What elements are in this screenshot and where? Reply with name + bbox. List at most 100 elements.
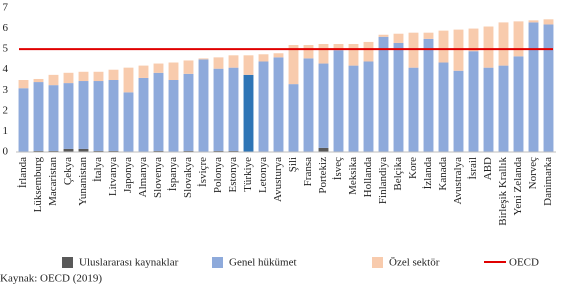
x-tick-label: Meksika: [347, 157, 359, 195]
bar-segment: [468, 28, 479, 52]
x-tick-label: Yeni Zelanda: [512, 157, 524, 216]
bar-segment: [318, 44, 329, 64]
bar-segment: [363, 41, 374, 62]
bar-segment: [438, 62, 449, 153]
bar-segment: [48, 74, 59, 86]
bar-segment: [408, 32, 419, 68]
bar-segment: [273, 57, 284, 152]
x-tick-label: İsveç: [332, 157, 344, 180]
legend-label: OECD: [509, 257, 539, 269]
bar-segment: [168, 80, 179, 152]
y-tick-label: 3: [3, 84, 9, 96]
legend-swatch: [212, 257, 223, 268]
bar-segment: [288, 45, 299, 85]
bar-segment: [243, 55, 254, 75]
x-tick-label: Norveç: [527, 157, 539, 189]
bar-segment: [138, 65, 149, 78]
bar-segment: [423, 32, 434, 39]
x-tick-label: Türkiye: [242, 157, 254, 192]
y-tick-label: 7: [3, 2, 9, 14]
bar-segment: [123, 67, 134, 93]
x-tick-label: Slovenya: [152, 157, 164, 198]
legend-label: Özel sektör: [389, 257, 440, 269]
bar-segment: [438, 30, 449, 63]
bar-segment: [513, 56, 524, 152]
x-tick-label: Portekiz: [317, 157, 329, 194]
x-tick-label: İsviçre: [197, 157, 209, 187]
x-tick-label: Litvanya: [107, 157, 119, 196]
x-tick-label: Japonya: [122, 157, 134, 193]
y-tick-label: 6: [3, 22, 9, 34]
x-tick-label: Letonya: [257, 157, 269, 193]
x-tick-label: Çekya: [62, 157, 74, 185]
bar-segment: [213, 68, 224, 151]
bar-segment: [378, 34, 389, 37]
x-tick-label: Kanada: [437, 157, 449, 191]
x-tick-label: Şili: [287, 157, 299, 172]
bar-segment: [33, 150, 44, 152]
bar-segment: [183, 150, 194, 152]
bar-segment: [48, 85, 59, 151]
bar-segment: [168, 62, 179, 80]
bar-segment: [258, 54, 269, 62]
bar-segment: [348, 65, 359, 152]
bar-segment: [108, 150, 119, 152]
bar-segment: [153, 63, 164, 73]
bar-segment: [543, 24, 554, 153]
bar-segment: [183, 60, 194, 74]
x-tick-label: Lüksemburg: [32, 157, 44, 213]
bar-segment: [78, 148, 89, 152]
bar-segment: [363, 61, 374, 152]
source: Kaynak: OECD (2019): [0, 273, 102, 285]
bar-segment: [108, 69, 119, 80]
bar-segment: [348, 44, 359, 66]
x-tick-label: İtalya: [92, 157, 104, 182]
y-tick-label: 2: [3, 104, 9, 116]
bar-segment: [288, 84, 299, 152]
x-tick-label: Slovakya: [182, 157, 194, 198]
bar-segment: [63, 83, 74, 149]
bar-segment: [303, 45, 314, 59]
x-tick-label: İsrail: [467, 157, 479, 180]
legend-swatch: [372, 257, 383, 268]
y-tick-label: 5: [3, 43, 9, 55]
x-tick-label: Birleşik Krallık: [497, 157, 509, 226]
x-tick-label: İspanya: [167, 157, 179, 191]
bar-segment: [333, 44, 344, 51]
bar-segment: [198, 59, 209, 152]
bar-segment: [48, 150, 59, 152]
bar-segment: [528, 22, 539, 153]
x-tick-label: Belçika: [392, 157, 404, 191]
x-tick-label: İzlanda: [422, 157, 434, 189]
bar-segment: [483, 26, 494, 68]
bar-segment: [423, 38, 434, 152]
bar-segment: [228, 150, 239, 152]
bar-segment: [183, 73, 194, 151]
bar-segment: [378, 36, 389, 152]
bar-segment: [108, 80, 119, 151]
x-tick-label: Finlandiya: [377, 157, 389, 204]
bar-segment: [513, 21, 524, 57]
bar-segment: [543, 19, 554, 25]
x-tick-label: Kore: [407, 157, 419, 179]
x-tick-label: Danimarka: [542, 157, 554, 206]
x-tick-label: Estonya: [227, 157, 239, 193]
bar-segment: [138, 77, 149, 152]
bar-segment: [228, 55, 239, 68]
y-tick-label: 4: [3, 63, 9, 75]
bar-segment: [258, 61, 269, 152]
bar-segment: [483, 67, 494, 152]
bar-segment: [123, 92, 134, 152]
y-tick-label: 1: [3, 125, 9, 137]
bar-segment: [453, 29, 464, 71]
bar-segment: [528, 20, 539, 23]
legend-label: Genel hükümet: [229, 257, 297, 269]
bar-segment: [468, 51, 479, 153]
bar-segment: [498, 65, 509, 152]
bar-segment: [273, 53, 284, 58]
bar-segment: [333, 50, 344, 152]
bar-segment: [63, 72, 74, 84]
bar-segment: [18, 80, 29, 89]
bar-segment: [498, 22, 509, 66]
